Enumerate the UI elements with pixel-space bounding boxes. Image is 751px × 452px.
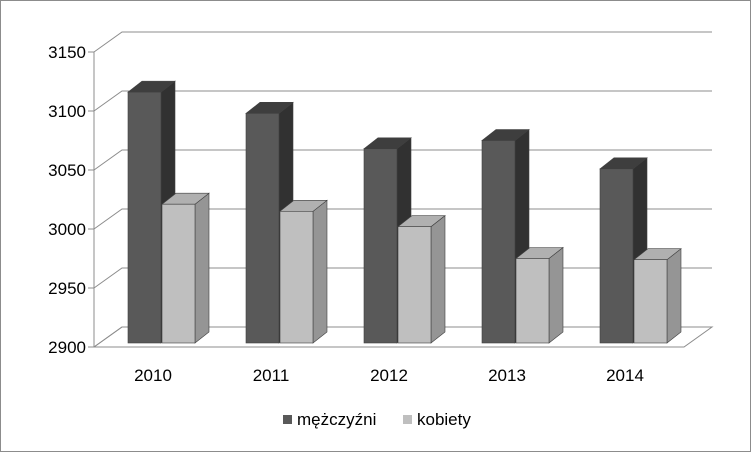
bar-side bbox=[430, 215, 446, 344]
x-category-label: 2014 bbox=[606, 366, 644, 385]
y-tick-label: 3000 bbox=[48, 220, 86, 239]
gridline bbox=[93, 31, 712, 53]
bars bbox=[127, 80, 682, 344]
bar-side bbox=[548, 246, 564, 344]
bar bbox=[599, 168, 634, 344]
x-category-label: 2013 bbox=[488, 366, 526, 385]
bar-side bbox=[194, 192, 210, 344]
bar bbox=[245, 113, 280, 344]
axes bbox=[88, 51, 714, 348]
bar bbox=[127, 91, 162, 344]
bar bbox=[515, 258, 550, 344]
y-tick-label: 2900 bbox=[48, 338, 86, 357]
x-category-label: 2010 bbox=[134, 366, 172, 385]
bar-side bbox=[312, 199, 328, 344]
y-tick-labels: 2900 2950 3000 3050 3100 3150 bbox=[48, 43, 86, 357]
bar bbox=[481, 140, 516, 344]
x-category-labels: 2010 2011 2012 2013 2014 bbox=[134, 366, 644, 385]
bar bbox=[161, 203, 196, 344]
legend-label: kobiety bbox=[417, 410, 471, 429]
y-tick-label: 3150 bbox=[48, 43, 86, 62]
legend: mężczyźni kobiety bbox=[283, 410, 471, 429]
bar bbox=[397, 226, 432, 344]
bar bbox=[363, 148, 398, 344]
gridline bbox=[93, 90, 712, 112]
x-category-label: 2011 bbox=[253, 366, 290, 385]
legend-swatch bbox=[403, 415, 412, 424]
x-category-label: 2012 bbox=[370, 366, 408, 385]
y-tick-label: 2950 bbox=[48, 279, 86, 298]
bar bbox=[279, 211, 314, 344]
y-tick-label: 3100 bbox=[48, 102, 86, 121]
floor bbox=[92, 326, 714, 348]
bar-side bbox=[666, 248, 682, 344]
y-tick-label: 3050 bbox=[48, 161, 86, 180]
legend-swatch bbox=[283, 415, 292, 424]
legend-label: mężczyźni bbox=[297, 410, 376, 429]
bar bbox=[633, 259, 668, 344]
